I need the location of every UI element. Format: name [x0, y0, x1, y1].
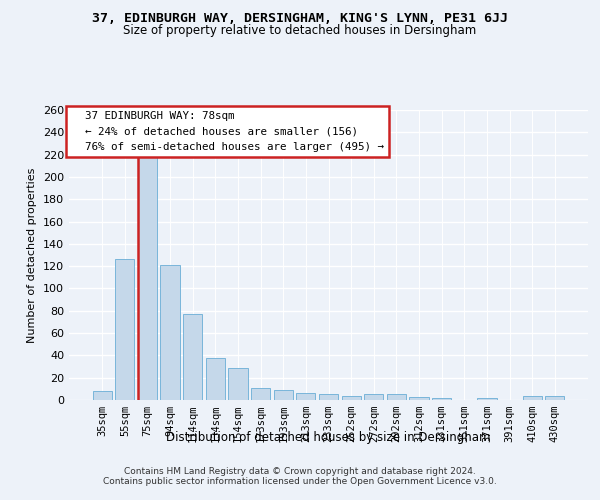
Bar — [206, 358, 225, 400]
Text: Size of property relative to detached houses in Dersingham: Size of property relative to detached ho… — [124, 24, 476, 37]
Bar — [251, 388, 270, 400]
Bar — [138, 156, 157, 400]
Bar — [341, 396, 361, 400]
Text: 37, EDINBURGH WAY, DERSINGHAM, KING'S LYNN, PE31 6JJ: 37, EDINBURGH WAY, DERSINGHAM, KING'S LY… — [92, 12, 508, 26]
Text: Contains public sector information licensed under the Open Government Licence v3: Contains public sector information licen… — [103, 477, 497, 486]
Text: Distribution of detached houses by size in Dersingham: Distribution of detached houses by size … — [166, 431, 491, 444]
Bar — [183, 314, 202, 400]
Bar — [274, 390, 293, 400]
Bar — [229, 368, 248, 400]
Bar — [387, 394, 406, 400]
Bar — [160, 265, 180, 400]
Bar — [477, 398, 497, 400]
Bar — [296, 394, 316, 400]
Bar — [319, 394, 338, 400]
Bar — [523, 396, 542, 400]
Bar — [115, 260, 134, 400]
Bar — [432, 398, 451, 400]
Text: Contains HM Land Registry data © Crown copyright and database right 2024.: Contains HM Land Registry data © Crown c… — [124, 467, 476, 476]
Y-axis label: Number of detached properties: Number of detached properties — [28, 168, 37, 342]
Bar — [545, 396, 565, 400]
Bar — [409, 396, 428, 400]
Bar — [92, 391, 112, 400]
Text: 37 EDINBURGH WAY: 78sqm
  ← 24% of detached houses are smaller (156)
  76% of se: 37 EDINBURGH WAY: 78sqm ← 24% of detache… — [71, 112, 383, 152]
Bar — [364, 394, 383, 400]
